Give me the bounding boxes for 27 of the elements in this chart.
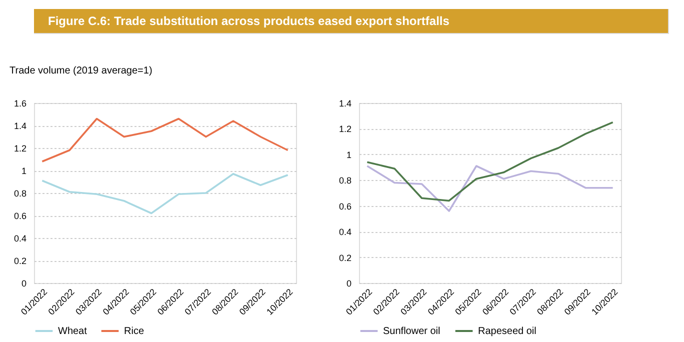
chart-title: Figure C.6: Trade substitution across products eased export shortfalls xyxy=(48,14,450,28)
y-tick-label: 1.2 xyxy=(14,144,26,154)
y-tick-label: 0 xyxy=(346,278,352,288)
line-series xyxy=(41,118,289,162)
y-tick-label: 1.4 xyxy=(338,98,352,108)
legend-label: Rice xyxy=(124,326,144,337)
y-tick-label: 1 xyxy=(346,150,352,160)
y-axis-title: Trade volume (2019 average=1) xyxy=(10,66,152,76)
y-tick-label: 0.6 xyxy=(338,201,352,212)
y-tick-label: 0.2 xyxy=(338,252,352,263)
line-series xyxy=(41,172,289,214)
line-series xyxy=(366,121,614,202)
legend-label: Wheat xyxy=(58,326,88,337)
y-tick-label: 1.4 xyxy=(14,121,26,131)
y-tick-label: 1 xyxy=(21,166,26,176)
y-tick-label: 1.6 xyxy=(14,98,26,108)
line-series xyxy=(366,165,614,212)
y-tick-label: 0.8 xyxy=(14,188,26,198)
y-tick-label: 0.4 xyxy=(14,234,26,244)
y-tick-label: 0.8 xyxy=(338,176,352,186)
y-tick-label: 0.4 xyxy=(338,227,352,238)
y-tick-label: 0.2 xyxy=(14,256,26,266)
y-tick-label: 1.2 xyxy=(338,124,352,134)
legend-label: Rapeseed oil xyxy=(478,326,536,337)
y-tick-label: 0 xyxy=(21,278,26,288)
y-tick-label: 0.6 xyxy=(14,211,26,221)
legend-label: Sunflower oil xyxy=(383,326,440,337)
